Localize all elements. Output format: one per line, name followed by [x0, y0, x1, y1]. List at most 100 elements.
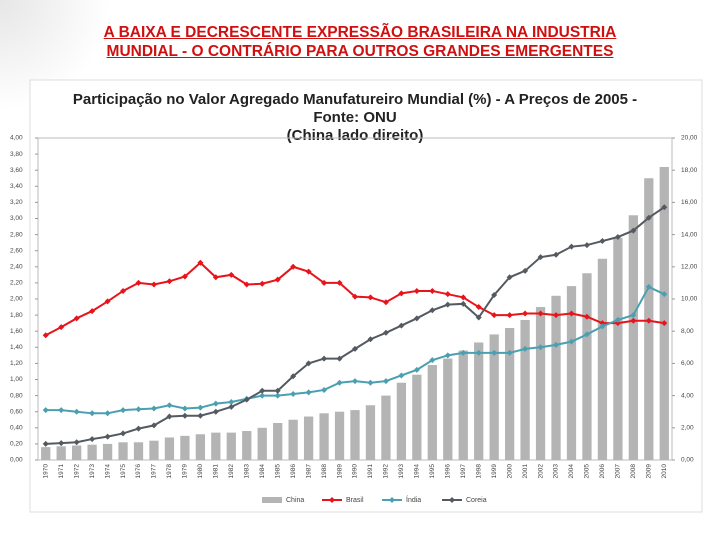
y-tick-label: 2,40 — [10, 264, 23, 271]
legend-marker — [389, 497, 395, 503]
x-tick-label: 1970 — [42, 464, 49, 479]
bar — [489, 334, 499, 460]
y2-tick-label: 6,00 — [681, 360, 694, 367]
marker — [614, 234, 621, 241]
marker — [444, 291, 451, 298]
x-tick-label: 1994 — [414, 464, 421, 479]
marker — [661, 291, 668, 298]
x-tick-label: 2010 — [661, 464, 668, 479]
marker — [274, 387, 281, 394]
marker — [58, 324, 65, 331]
x-tick-label: 1980 — [197, 464, 204, 479]
marker — [630, 317, 637, 324]
marker — [645, 214, 652, 221]
marker — [444, 352, 451, 359]
marker — [89, 410, 96, 417]
x-tick-label: 1981 — [213, 464, 220, 479]
marker — [42, 407, 49, 414]
bar — [613, 237, 623, 460]
x-tick-label: 1990 — [352, 464, 359, 479]
marker — [197, 412, 204, 419]
y-tick-label: 1,40 — [10, 344, 23, 351]
marker — [522, 345, 529, 352]
bar — [520, 319, 530, 460]
marker — [197, 404, 204, 411]
marker — [398, 322, 405, 329]
y-tick-label: 3,40 — [10, 183, 23, 190]
bar — [427, 365, 437, 460]
marker — [583, 313, 590, 320]
marker — [321, 386, 328, 393]
marker — [290, 390, 297, 397]
x-tick-label: 1996 — [444, 464, 451, 479]
marker — [150, 405, 157, 412]
x-tick-label: 2008 — [630, 464, 637, 479]
marker — [212, 274, 219, 281]
marker — [228, 399, 235, 406]
bar — [396, 382, 407, 460]
legend-marker — [329, 497, 335, 503]
marker — [599, 320, 606, 327]
marker — [181, 412, 188, 419]
bar — [211, 432, 221, 460]
y-tick-label: 2,20 — [10, 280, 23, 287]
marker — [506, 312, 513, 319]
marker — [599, 323, 606, 330]
y-tick-label: 2,00 — [10, 296, 23, 303]
x-tick-label: 1997 — [460, 464, 467, 479]
marker — [537, 344, 544, 351]
marker — [274, 276, 281, 283]
x-tick-label: 1987 — [305, 464, 312, 479]
marker — [181, 273, 188, 280]
marker — [491, 312, 498, 319]
bar — [133, 442, 144, 460]
marker — [42, 332, 49, 339]
marker — [614, 320, 621, 327]
marker — [367, 336, 374, 343]
y2-tick-label: 2,00 — [681, 425, 694, 432]
bar — [566, 286, 577, 460]
y-tick-label: 1,00 — [10, 376, 23, 383]
marker — [382, 299, 389, 306]
marker — [212, 408, 219, 415]
marker — [73, 439, 80, 446]
marker — [259, 392, 266, 399]
marker — [290, 263, 297, 270]
marker — [305, 268, 312, 275]
y-tick-label: 0,20 — [10, 441, 23, 448]
marker — [630, 227, 637, 234]
bar — [102, 443, 113, 460]
bar — [226, 432, 236, 460]
marker — [367, 294, 374, 301]
y2-tick-label: 16,00 — [681, 199, 698, 206]
x-tick-label: 1973 — [89, 464, 96, 479]
marker — [135, 279, 142, 286]
legend-marker — [449, 497, 455, 503]
x-tick-label: 1976 — [135, 464, 142, 479]
marker — [460, 294, 467, 301]
x-tick-label: 1985 — [274, 464, 281, 479]
marker — [599, 238, 606, 245]
y2-tick-label: 12,00 — [681, 264, 698, 271]
marker — [120, 407, 127, 414]
y-tick-label: 4,00 — [10, 135, 23, 142]
y-tick-label: 1,60 — [10, 328, 23, 335]
marker — [89, 308, 96, 315]
marker — [150, 281, 157, 288]
bar — [118, 442, 128, 460]
marker — [336, 379, 343, 386]
x-tick-label: 1977 — [151, 464, 158, 479]
marker — [259, 280, 266, 287]
marker — [645, 317, 652, 324]
marker — [166, 278, 173, 285]
marker — [228, 403, 235, 410]
bar — [195, 434, 206, 460]
marker — [475, 349, 482, 356]
bar — [72, 445, 82, 460]
marker — [398, 290, 405, 297]
marker — [522, 267, 529, 274]
x-tick-label: 1982 — [228, 464, 235, 479]
bar — [597, 258, 608, 460]
bar — [303, 416, 314, 460]
marker — [537, 310, 544, 317]
